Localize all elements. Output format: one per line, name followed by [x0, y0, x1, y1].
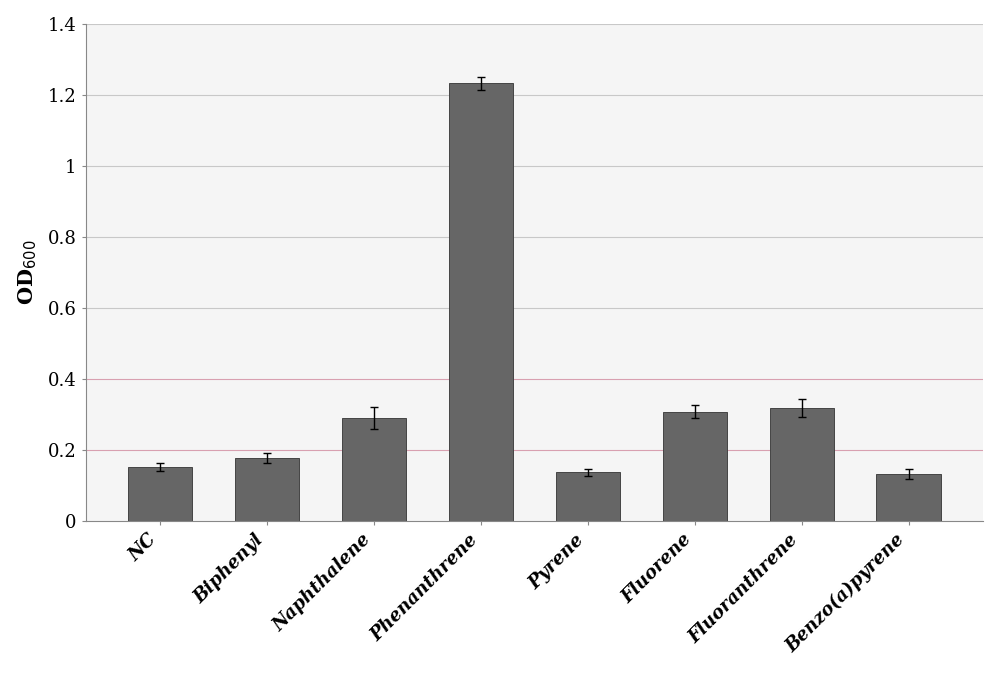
Bar — [663, 412, 727, 521]
Bar — [128, 467, 192, 521]
Bar — [342, 418, 406, 521]
Bar — [449, 83, 513, 521]
Bar — [876, 474, 941, 521]
Bar — [556, 472, 620, 521]
Bar — [235, 458, 299, 521]
Bar — [770, 408, 834, 521]
Y-axis label: OD$_{600}$: OD$_{600}$ — [17, 240, 39, 305]
